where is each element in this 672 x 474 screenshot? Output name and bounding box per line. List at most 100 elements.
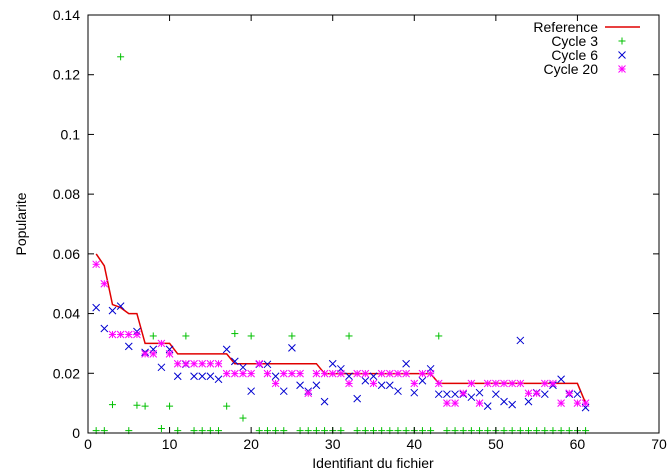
legend-swatch bbox=[618, 65, 626, 73]
cycle-6-point bbox=[385, 381, 394, 390]
cycle-20-point bbox=[475, 399, 484, 407]
cycle-20-point-stroke bbox=[190, 359, 198, 368]
cycle-6-point-stroke bbox=[557, 375, 565, 384]
cycle-20-point bbox=[279, 369, 288, 378]
cycle-6-point-stroke bbox=[100, 324, 109, 333]
x-tick-label: 40 bbox=[406, 436, 422, 452]
cycle-3-point bbox=[166, 402, 174, 410]
y-tick-label: 0.08 bbox=[53, 186, 80, 202]
cycle-20-point bbox=[296, 369, 304, 378]
cycle-3-point bbox=[435, 332, 443, 340]
cycle-6-point-stroke bbox=[475, 388, 484, 397]
cycle-20-point bbox=[92, 260, 101, 269]
cycle-20-point bbox=[581, 399, 590, 407]
cycle-20-point bbox=[410, 379, 419, 388]
cycle-6-point-stroke bbox=[271, 372, 280, 381]
cycle-6-point bbox=[263, 360, 272, 369]
cycle-20-point bbox=[182, 359, 190, 368]
cycle-20-point-stroke bbox=[108, 330, 117, 339]
cycle-20-point-stroke bbox=[92, 260, 101, 269]
cycle-20-point-stroke bbox=[402, 369, 410, 378]
cycle-20-point bbox=[516, 379, 525, 388]
cycle-3-point bbox=[108, 401, 116, 409]
cycle-6-point-stroke bbox=[540, 390, 549, 399]
cycle-20-point bbox=[100, 279, 109, 288]
cycle-3-point bbox=[157, 425, 165, 433]
cycle-20-point bbox=[557, 399, 565, 407]
cycle-6-point bbox=[239, 363, 247, 372]
cycle-6-point bbox=[516, 336, 525, 345]
cycle-6-point-stroke bbox=[320, 397, 329, 406]
cycle-20-point-stroke bbox=[475, 399, 484, 407]
cycle-6-point-stroke bbox=[443, 390, 451, 399]
y-axis-ticks: 0 0.02 0.04 0.06 0.08 0.1 0.12 0.14 bbox=[53, 7, 659, 441]
cycle-6-point bbox=[100, 324, 109, 333]
cycle-20-point bbox=[320, 369, 329, 378]
cycle-6-point bbox=[206, 372, 215, 381]
cycle-6-point bbox=[524, 397, 533, 406]
cycle-6-point-stroke bbox=[328, 359, 337, 368]
cycle-20-point bbox=[157, 339, 166, 348]
cycle-6-point-stroke bbox=[451, 390, 459, 399]
cycle-20-point-stroke bbox=[247, 369, 255, 378]
y-tick-label: 0.02 bbox=[53, 365, 80, 381]
cycle-3-point bbox=[117, 53, 125, 61]
cycle-6-point bbox=[394, 387, 402, 396]
cycle-6-point bbox=[173, 372, 182, 381]
cycle-6-point bbox=[377, 381, 386, 390]
x-tick-label: 0 bbox=[84, 436, 92, 452]
cycle-20-point bbox=[133, 330, 141, 339]
legend-label: Cycle 3 bbox=[551, 33, 598, 49]
cycle-20-point-stroke bbox=[214, 359, 223, 368]
cycle-20-point bbox=[149, 350, 158, 358]
cycle-6-point bbox=[288, 344, 296, 352]
cycle-20-point-stroke bbox=[524, 389, 533, 398]
cycle-20-point-stroke bbox=[540, 379, 549, 388]
cycle-6-point bbox=[157, 363, 166, 372]
cycle-20-point-stroke bbox=[133, 330, 141, 339]
x-axis-ticks: 0 10 20 30 40 50 60 70 bbox=[84, 15, 667, 452]
cycle-6-point-stroke bbox=[214, 375, 223, 384]
cycle-20-point bbox=[467, 379, 476, 388]
legend-swatch bbox=[618, 37, 626, 45]
cycle-6-point-stroke bbox=[434, 390, 443, 399]
cycle-6-point-stroke bbox=[230, 357, 239, 366]
cycle-20-point bbox=[451, 399, 459, 407]
cycle-20-point-stroke bbox=[573, 399, 582, 407]
cycle-6-point bbox=[116, 302, 125, 310]
cycle-20-point bbox=[483, 379, 492, 388]
cycle-6-point-stroke bbox=[377, 381, 386, 390]
cycle-20-point-stroke bbox=[483, 379, 492, 388]
cycle-20-point bbox=[353, 369, 362, 378]
cycle-20-point bbox=[361, 369, 370, 378]
cycle-20-point bbox=[328, 369, 337, 378]
y-tick-label: 0 bbox=[72, 425, 80, 441]
cycle-6-point bbox=[361, 376, 370, 385]
cycle-6-point-stroke bbox=[173, 372, 182, 381]
cycle-20-point bbox=[255, 359, 264, 368]
cycle-20-point-stroke bbox=[394, 369, 402, 378]
cycle-6-point bbox=[483, 402, 492, 410]
cycle-20-point-stroke bbox=[173, 359, 182, 368]
cycle-6-point-stroke bbox=[483, 402, 492, 410]
cycle-20-point-stroke bbox=[532, 389, 541, 398]
cycle-20-point bbox=[141, 350, 149, 358]
cycle-3-point bbox=[239, 414, 247, 422]
cycle-3-point bbox=[247, 332, 255, 340]
cycle-6-point bbox=[353, 394, 362, 403]
cycle-20-point bbox=[377, 369, 386, 378]
cycle-20-point-stroke bbox=[198, 359, 207, 368]
cycle-20-point bbox=[304, 389, 313, 398]
cycle-6-point bbox=[247, 387, 255, 396]
cycle-6-point bbox=[475, 388, 484, 397]
cycle-20-point-stroke bbox=[100, 279, 109, 288]
cycle-20-point-stroke bbox=[182, 359, 190, 368]
cycle-3-point bbox=[141, 402, 149, 410]
cycle-20-point-stroke bbox=[230, 369, 239, 378]
cycle-6-point bbox=[369, 372, 378, 381]
cycle-3-point bbox=[182, 332, 190, 340]
cycle-20-point-stroke bbox=[165, 350, 174, 358]
y-axis-label: Popularite bbox=[13, 192, 29, 255]
